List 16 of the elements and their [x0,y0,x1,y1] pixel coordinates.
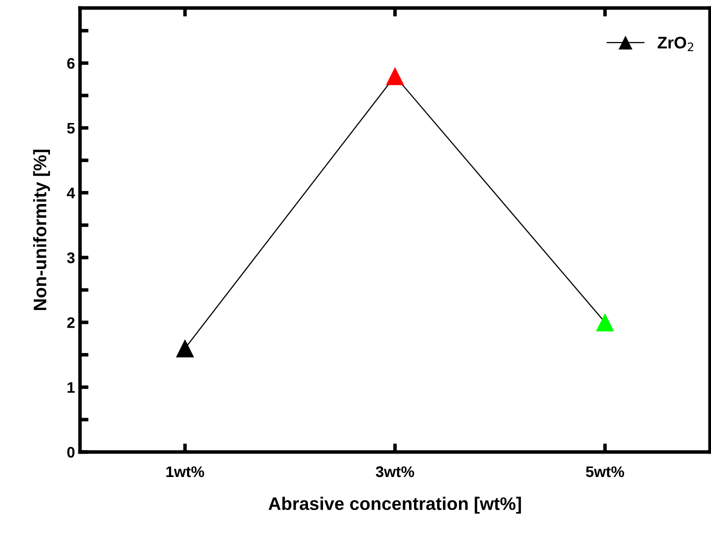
y-tick-label: 4 [66,188,76,198]
x-axis-title: Abrasive concentration [wt%] [268,496,521,514]
y-tick-label: 1 [68,382,75,393]
y-tick-label: 6 [67,58,75,69]
y-axis-title: Non-uniformity [%] [33,150,50,310]
y-tick-label: 0 [67,446,75,458]
point [596,313,614,332]
legend-label: ZrO$_{2}$ [658,36,694,52]
x-tick-label: 3wt% [376,466,414,478]
y-tick-label: 2 [67,317,75,328]
y-tick-label: 5 [67,122,75,134]
point [386,67,404,86]
y-tick-label: 3 [66,252,75,264]
x-tick-label: 5wt% [586,466,624,478]
point [176,339,194,358]
x-tick-label: 1wt% [166,466,204,478]
